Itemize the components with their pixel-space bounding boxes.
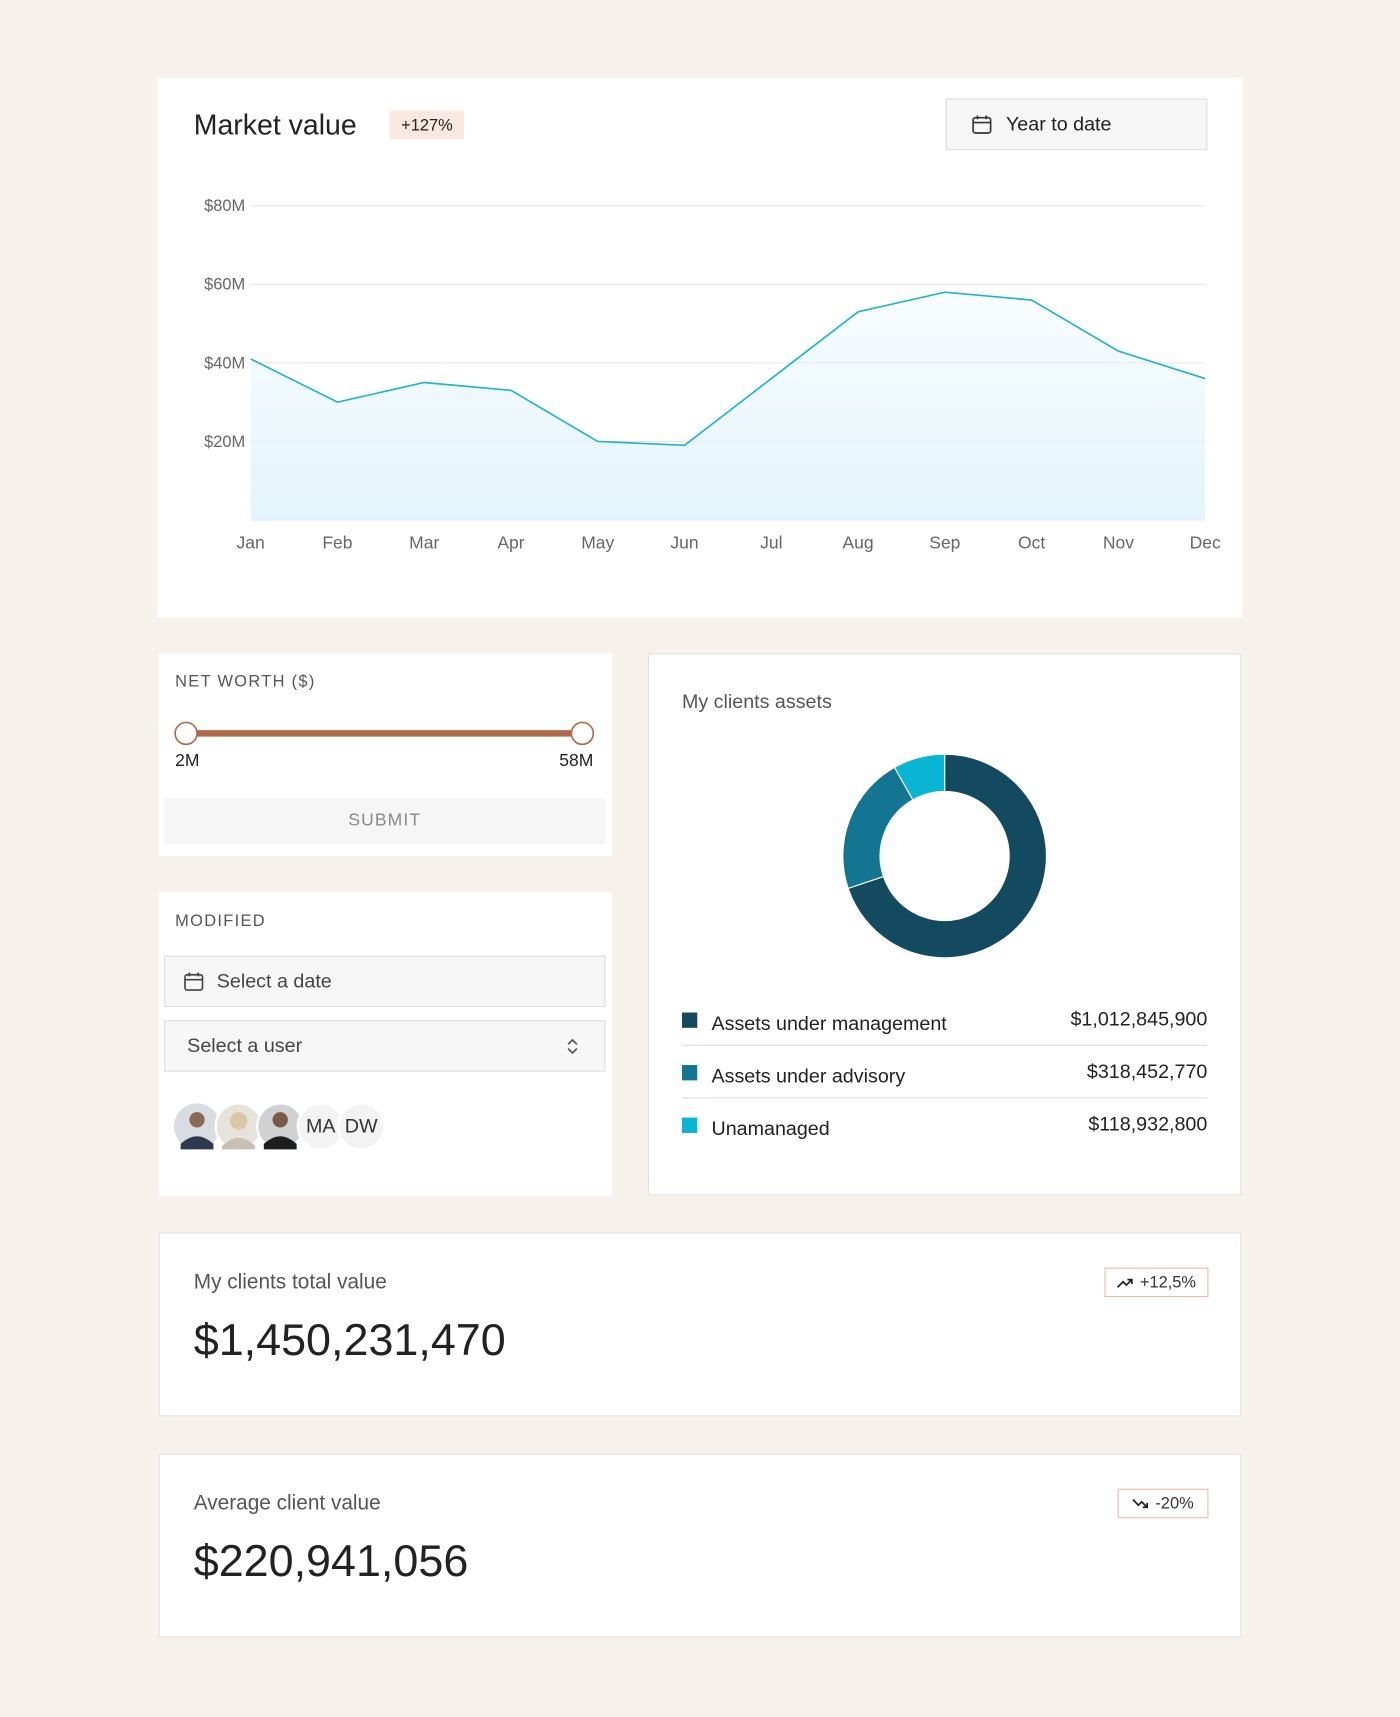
stat-card: Average client value $220,941,056 -20% xyxy=(158,1453,1242,1638)
calendar-icon xyxy=(184,972,204,991)
x-tick-label: Mar xyxy=(409,533,439,553)
initials: DW xyxy=(345,1116,378,1138)
line xyxy=(250,291,1206,447)
legend-value: $318,452,770 xyxy=(1087,1061,1207,1083)
y-tick-label: $20M xyxy=(204,433,245,451)
x-tick-label: Jun xyxy=(670,533,698,553)
initials-avatar xyxy=(337,1102,386,1151)
submit-button[interactable]: SUBMIT xyxy=(164,797,606,844)
net-worth-card: NET WORTH ($) 2M 58M SUBMIT xyxy=(158,653,612,856)
legend-label: Unamanaged xyxy=(711,1118,829,1140)
range-picker[interactable]: Year to date xyxy=(945,98,1208,150)
y-tick-label: $60M xyxy=(204,276,245,294)
legend-swatch xyxy=(681,1117,698,1133)
x-tick-label: Apr xyxy=(497,533,524,553)
x-tick-label: Jan xyxy=(237,533,265,553)
x-tick-label: Feb xyxy=(322,533,352,553)
date-input[interactable]: Select a date xyxy=(164,955,606,1008)
trend-text: +12,5% xyxy=(1139,1273,1197,1292)
avatar xyxy=(214,1102,263,1151)
slider-max: 58M xyxy=(559,751,594,771)
avatar xyxy=(256,1102,305,1151)
avatar-group: MA DW xyxy=(174,1102,386,1151)
slider-handle[interactable] xyxy=(174,721,198,746)
area xyxy=(250,292,1206,520)
donut-chart: My clients assets Assets under managemen… xyxy=(681,691,1207,1140)
legend-swatch xyxy=(681,1012,698,1028)
avatar xyxy=(174,1103,221,1150)
legend-value: $1,012,845,900 xyxy=(1070,1008,1207,1030)
card-title: Market value xyxy=(193,108,357,142)
x-tick-label: Aug xyxy=(843,533,874,553)
y-tick-label: $40M xyxy=(204,354,245,372)
legend-label: Assets under management xyxy=(711,1013,947,1035)
donut-segment xyxy=(847,753,1047,959)
trend-badge: -20% xyxy=(1117,1488,1209,1519)
range-text: Year to date xyxy=(1005,112,1112,135)
x-tick-label: Sep xyxy=(929,533,960,553)
x-tick-label: Nov xyxy=(1103,533,1134,553)
legend-label: Assets under advisory xyxy=(711,1065,905,1087)
legend-value: $118,932,800 xyxy=(1088,1113,1207,1135)
x-tick-label: May xyxy=(581,533,614,553)
y-tick-label: $80M xyxy=(204,197,245,215)
trend-badge: +12,5% xyxy=(1104,1267,1209,1298)
slider-min: 2M xyxy=(175,751,200,771)
slider-handle[interactable] xyxy=(570,721,595,746)
x-tick-label: Dec xyxy=(1190,533,1221,553)
x-tick-label: Jul xyxy=(760,533,782,553)
change-badge: +127% xyxy=(389,110,465,140)
x-tick-label: Oct xyxy=(1018,533,1045,553)
filter-label: NET WORTH ($) xyxy=(175,672,316,691)
line-chart: $20M $40M $60M $80M Jan Feb Mar Apr May Jun Jul Aug… xyxy=(204,197,1221,553)
placeholder: Select a date xyxy=(216,969,332,992)
donut-segment xyxy=(893,753,946,801)
stat-value: $1,450,231,470 xyxy=(193,1314,506,1365)
placeholder: Select a user xyxy=(187,1034,303,1057)
card-title: My clients assets xyxy=(682,691,832,713)
donut-segment xyxy=(842,766,914,890)
user-select[interactable]: Select a user xyxy=(164,1020,606,1072)
trend-text: -20% xyxy=(1155,1494,1194,1513)
trend-down-icon xyxy=(1132,1498,1149,1508)
stat-title: Average client value xyxy=(193,1491,381,1515)
filter-label: MODIFIED xyxy=(175,911,266,931)
stat-card: My clients total value $1,450,231,470 +1… xyxy=(158,1232,1242,1417)
legend-swatch xyxy=(681,1065,698,1081)
initials: MA xyxy=(306,1116,336,1138)
modified-card: MODIFIED Select a date Select a user MA … xyxy=(158,892,612,1197)
stat-value: $220,941,056 xyxy=(193,1535,469,1587)
trend-up-icon xyxy=(1117,1278,1134,1288)
range-slider[interactable] xyxy=(159,714,612,753)
calendar-icon xyxy=(972,114,992,134)
stat-title: My clients total value xyxy=(193,1270,387,1294)
chevron-icon xyxy=(567,1038,578,1055)
